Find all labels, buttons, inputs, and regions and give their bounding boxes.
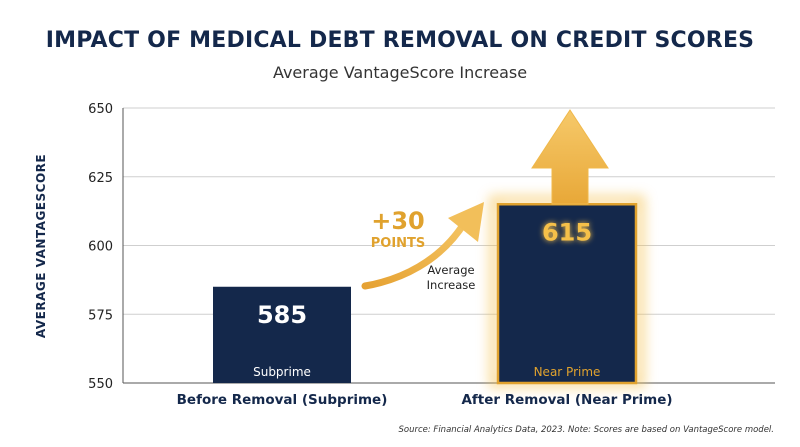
- bar-after-removal: [496, 203, 638, 385]
- y-tick-label: 625: [88, 171, 113, 186]
- bar-tier-label: Near Prime: [534, 365, 601, 379]
- y-tick-label: 600: [88, 240, 113, 255]
- bar-tier-label: Subprime: [253, 365, 311, 379]
- bars: [213, 195, 645, 388]
- annotation-note: Increase: [427, 278, 476, 292]
- curved-arrowhead-icon: [448, 202, 484, 242]
- bar-value-label: 615: [542, 218, 592, 246]
- curved-arrow-icon: [361, 218, 469, 290]
- y-tick-label: 575: [88, 308, 113, 323]
- chart-subtitle: Average VantageScore Increase: [272, 63, 528, 82]
- annotation-headline: +30: [371, 207, 425, 235]
- y-tick-label: 650: [88, 102, 113, 117]
- annotation-subline: POINTS: [371, 236, 426, 251]
- labels: 585 Subprime Before Removal (Subprime) 615 N…: [177, 218, 673, 408]
- increase-arrow-icon: [531, 109, 609, 205]
- bar-value-label: 585: [257, 301, 307, 329]
- annotation-note: Average: [427, 263, 474, 277]
- x-tick-label: After Removal (Near Prime): [461, 392, 672, 408]
- axes: 550 575 600 625 650: [88, 102, 775, 392]
- source-note: Source: Financial Analytics Data, 2023. …: [398, 425, 774, 435]
- chart-title: IMPACT OF MEDICAL DEBT REMOVAL ON CREDIT…: [45, 28, 755, 53]
- x-tick-label: Before Removal (Subprime): [177, 392, 388, 408]
- bar-before-removal: [213, 286, 351, 383]
- y-tick-label: 550: [88, 377, 113, 392]
